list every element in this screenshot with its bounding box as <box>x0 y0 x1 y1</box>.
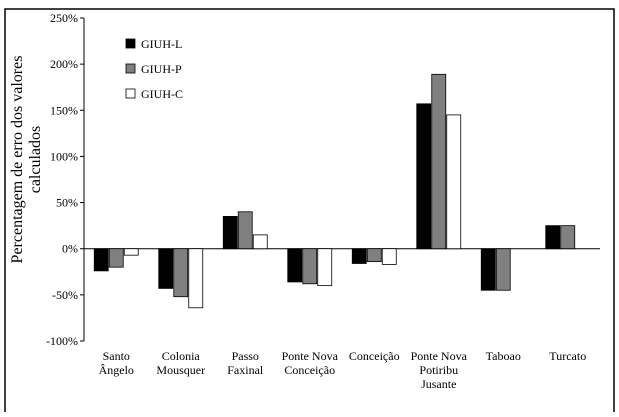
x-tick-label: Conceição <box>349 349 400 363</box>
y-tick-label: -50% <box>52 288 78 302</box>
y-tick-label: 100% <box>50 149 78 163</box>
y-tick-label: -100% <box>46 334 78 348</box>
bar <box>158 248 174 289</box>
legend-swatch <box>125 38 136 49</box>
frame <box>4 8 615 417</box>
x-tick-label: Taboao <box>486 349 521 363</box>
x-tick-label: Passo Faxinal <box>227 349 264 377</box>
y-tick-label: 250% <box>50 11 78 25</box>
bar <box>222 216 238 250</box>
bar <box>123 248 139 256</box>
legend-swatch <box>125 63 136 74</box>
bar <box>495 248 511 291</box>
bar <box>317 248 333 287</box>
bar <box>416 103 432 250</box>
bar <box>108 248 124 268</box>
y-tick-label: 150% <box>50 103 78 117</box>
bar <box>237 211 253 250</box>
bar <box>480 248 496 291</box>
y-axis-title: Percentagem de erro dos valorescalculado… <box>9 56 44 264</box>
bar <box>431 73 447 250</box>
legend-swatch <box>125 88 136 99</box>
y-tick-label: 50% <box>56 196 78 210</box>
bar <box>446 114 462 250</box>
bar <box>252 234 268 250</box>
y-tick-label: 200% <box>50 57 78 71</box>
y-tick-label: 0% <box>62 242 78 256</box>
legend-label: GIUH-C <box>141 87 183 101</box>
x-tick-label: Ponte Nova Conceição <box>282 349 339 377</box>
legend-label: GIUH-L <box>141 37 182 51</box>
legend-label: GIUH-P <box>141 62 182 76</box>
x-tick-label: Ponte Nova Potiribu Jusante <box>411 349 468 391</box>
bar <box>173 248 189 298</box>
bar <box>351 248 367 264</box>
bar <box>188 248 204 309</box>
x-tick-label: Turcato <box>549 349 586 363</box>
x-tick-label: Santo Ângelo <box>99 349 134 377</box>
bar <box>545 225 561 250</box>
bar <box>366 248 382 263</box>
bar <box>287 248 303 283</box>
bar <box>302 248 318 285</box>
bar <box>560 225 576 250</box>
bar <box>381 248 397 265</box>
x-tick-label: Colonia Mousquer <box>156 349 205 377</box>
bar <box>93 248 109 272</box>
